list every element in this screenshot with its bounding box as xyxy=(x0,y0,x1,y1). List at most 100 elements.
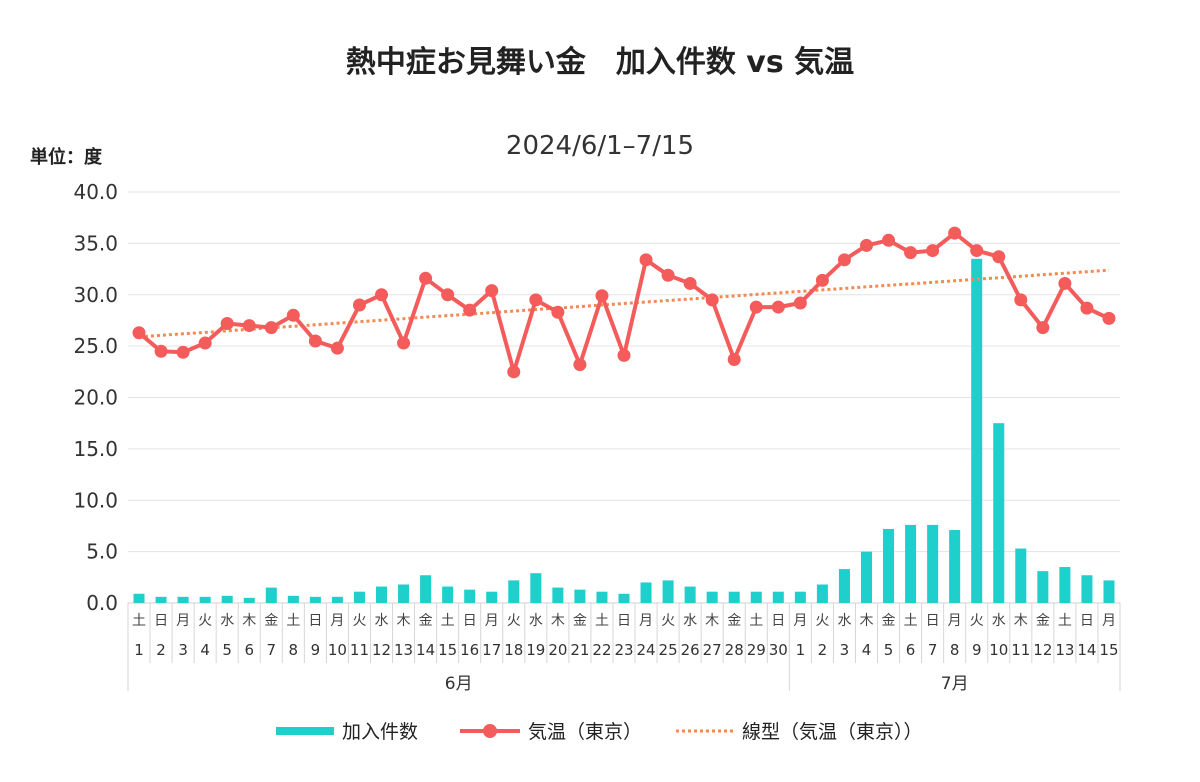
temperature-point xyxy=(661,268,675,282)
x-date-label: 1 xyxy=(796,641,806,659)
bar xyxy=(662,580,674,603)
bar xyxy=(331,596,343,603)
temperature-point xyxy=(1080,301,1094,315)
x-weekday-label: 日 xyxy=(1080,613,1094,629)
legend-label: 加入件数 xyxy=(342,721,418,743)
temperature-point xyxy=(639,253,653,267)
trendline xyxy=(138,268,1110,339)
bar xyxy=(794,591,806,603)
temperature-point xyxy=(705,293,719,307)
bar xyxy=(199,596,211,603)
x-weekday-label: 月 xyxy=(176,613,190,629)
x-weekday-label: 金 xyxy=(727,613,741,629)
temperature-point xyxy=(308,334,322,348)
x-weekday-label: 土 xyxy=(132,613,146,629)
x-weekday-label: 金 xyxy=(1036,613,1050,629)
x-date-label: 27 xyxy=(703,641,722,659)
x-date-label: 8 xyxy=(289,641,299,659)
x-weekday-label: 火 xyxy=(352,613,366,629)
bar xyxy=(309,596,321,603)
bar xyxy=(353,591,365,603)
x-date-label: 2 xyxy=(818,641,828,659)
bar xyxy=(530,573,542,603)
bar xyxy=(420,575,432,603)
bar xyxy=(860,551,872,603)
bar xyxy=(265,587,277,603)
temperature-point xyxy=(771,300,785,314)
y-tick-label: 5.0 xyxy=(86,540,118,564)
temperature-point xyxy=(1014,293,1028,307)
y-tick-label: 30.0 xyxy=(73,283,118,307)
bar xyxy=(993,423,1005,603)
x-date-label: 9 xyxy=(311,641,321,659)
bar xyxy=(883,529,895,603)
x-axis: 土日月火水木金土日月火水木金土日月火水木金土日月火水木金土日月火水木金土日月火水… xyxy=(127,602,1121,694)
temperature-point xyxy=(198,336,212,350)
x-date-label: 15 xyxy=(438,641,457,659)
temperature-point xyxy=(132,326,146,340)
bar xyxy=(155,596,167,603)
temperature-point xyxy=(551,305,565,319)
y-axis-ticks: 0.0 5.0 10.0 15.0 20.0 25.0 30.0 35.0 40.0 xyxy=(73,180,118,615)
temperature-point xyxy=(859,238,873,252)
temperature-point xyxy=(441,288,455,302)
temperature-point xyxy=(264,321,278,335)
x-date-label: 22 xyxy=(592,641,611,659)
x-date-label: 24 xyxy=(636,641,655,659)
x-weekday-label: 月 xyxy=(485,613,499,629)
x-weekday-label: 水 xyxy=(220,613,234,629)
legend-label: 線型（気温（東京）） xyxy=(742,721,923,743)
temperature-point xyxy=(375,288,389,302)
bar xyxy=(221,595,233,603)
x-weekday-label: 土 xyxy=(749,613,763,629)
x-weekday-label: 月 xyxy=(639,613,653,629)
bar xyxy=(772,591,784,603)
temperature-point xyxy=(352,298,366,312)
x-date-label: 15 xyxy=(1099,641,1118,659)
temperature-point xyxy=(286,308,300,322)
temperature-point xyxy=(926,244,940,258)
x-date-label: 1 xyxy=(134,641,144,659)
y-axis-unit-label: 単位：度 xyxy=(30,146,103,168)
temperature-series xyxy=(132,226,1116,379)
temperature-point xyxy=(573,358,587,372)
temperature-point xyxy=(837,253,851,267)
bars-series xyxy=(133,258,1115,603)
x-date-label: 30 xyxy=(769,641,788,659)
x-weekday-label: 月 xyxy=(1102,613,1116,629)
bar xyxy=(1037,571,1049,603)
x-date-label: 18 xyxy=(504,641,523,659)
x-weekday-label: 月 xyxy=(793,613,807,629)
x-weekday-label: 火 xyxy=(661,613,675,629)
x-weekday-label: 金 xyxy=(573,613,587,629)
x-weekday-label: 日 xyxy=(617,613,631,629)
temperature-point xyxy=(242,319,256,333)
trendline-series xyxy=(138,268,1110,339)
x-month-label: 6月 xyxy=(445,674,473,694)
x-weekday-label: 水 xyxy=(375,613,389,629)
x-date-label: 25 xyxy=(659,641,678,659)
temperature-point xyxy=(992,250,1006,264)
y-tick-label: 35.0 xyxy=(73,231,118,255)
temperature-point xyxy=(1036,321,1050,335)
bar xyxy=(728,591,740,603)
x-weekday-label: 木 xyxy=(859,613,873,629)
x-weekday-label: 木 xyxy=(397,613,411,629)
x-weekday-label: 火 xyxy=(815,613,829,629)
x-date-label: 7 xyxy=(267,641,277,659)
bar xyxy=(706,591,718,603)
x-date-label: 23 xyxy=(614,641,633,659)
bar xyxy=(1059,567,1071,603)
x-weekday-label: 月 xyxy=(330,613,344,629)
x-month-label: 7月 xyxy=(941,674,969,694)
bar xyxy=(464,589,476,603)
x-date-label: 26 xyxy=(681,641,700,659)
x-date-label: 28 xyxy=(725,641,744,659)
x-date-label: 7 xyxy=(928,641,938,659)
temperature-point xyxy=(749,300,763,314)
x-weekday-label: 水 xyxy=(992,613,1006,629)
legend: 加入件数 気温（東京） 線型（気温（東京）） xyxy=(276,721,923,743)
y-tick-label: 15.0 xyxy=(73,437,118,461)
bar xyxy=(971,258,983,603)
